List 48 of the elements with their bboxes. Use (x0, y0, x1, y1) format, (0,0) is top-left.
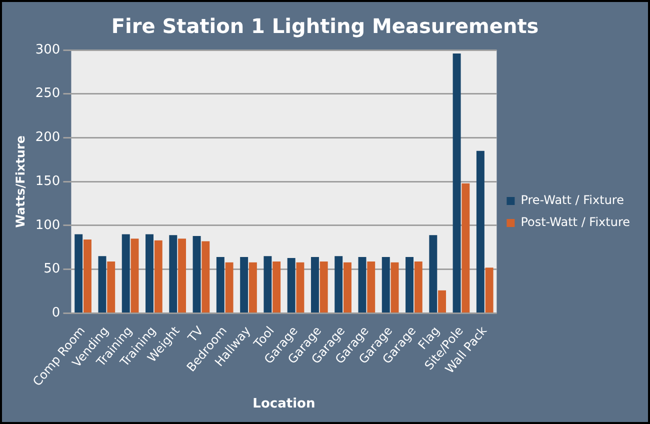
legend-label: Pre-Watt / Fixture (520, 193, 624, 208)
bar (192, 236, 201, 312)
bar (83, 240, 92, 312)
bar (367, 261, 376, 312)
bar (240, 257, 248, 312)
y-tick-label: 50 (44, 262, 60, 277)
bar (130, 238, 139, 312)
bar (476, 150, 484, 312)
bar (414, 261, 422, 312)
bar (382, 257, 390, 312)
bar (264, 256, 272, 312)
bar (485, 268, 494, 312)
y-tick-label: 200 (35, 130, 60, 146)
bar (248, 262, 257, 312)
bar (169, 235, 178, 312)
y-axis-title: Watts/Fixture (13, 135, 28, 228)
bar (310, 257, 319, 312)
bar (225, 262, 234, 312)
bar (334, 256, 343, 312)
bar (429, 235, 438, 312)
bar (74, 234, 83, 312)
chart-title: Fire Station 1 Lighting Measurements (111, 14, 539, 38)
y-tick-label: 300 (35, 42, 60, 58)
bar (122, 234, 130, 312)
bar (272, 261, 281, 312)
bar (358, 257, 366, 312)
bar (438, 290, 446, 312)
y-tick-label: 100 (35, 218, 60, 233)
bar (406, 257, 414, 312)
y-tick-label: 150 (35, 174, 60, 189)
bar (202, 241, 210, 312)
bar (107, 261, 116, 312)
bar (452, 54, 461, 312)
bar (343, 262, 352, 312)
bar (216, 257, 224, 312)
bar (98, 256, 106, 312)
legend-label: Post-Watt / Fixture (520, 215, 630, 230)
x-axis-title: Location (252, 396, 316, 412)
bar (146, 234, 154, 312)
bar (390, 262, 399, 312)
y-tick-label: 0 (52, 306, 60, 321)
bar (178, 238, 186, 312)
bar (462, 183, 470, 312)
bar (296, 262, 304, 312)
bar (320, 261, 328, 312)
bar (154, 240, 162, 312)
bar (287, 258, 296, 312)
y-tick-label: 250 (35, 86, 60, 102)
